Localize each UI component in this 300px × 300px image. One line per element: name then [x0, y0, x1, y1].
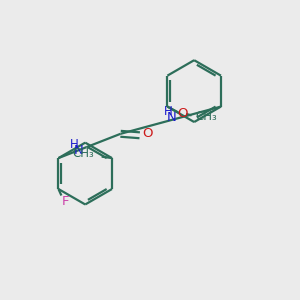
- Text: CH₃: CH₃: [73, 147, 94, 160]
- Text: O: O: [178, 107, 188, 120]
- Text: H: H: [70, 138, 79, 151]
- Text: H: H: [164, 105, 173, 118]
- Text: F: F: [62, 195, 70, 208]
- Text: N: N: [167, 111, 177, 124]
- Text: CH₃: CH₃: [195, 110, 217, 123]
- Text: N: N: [74, 144, 84, 157]
- Text: O: O: [143, 127, 153, 140]
